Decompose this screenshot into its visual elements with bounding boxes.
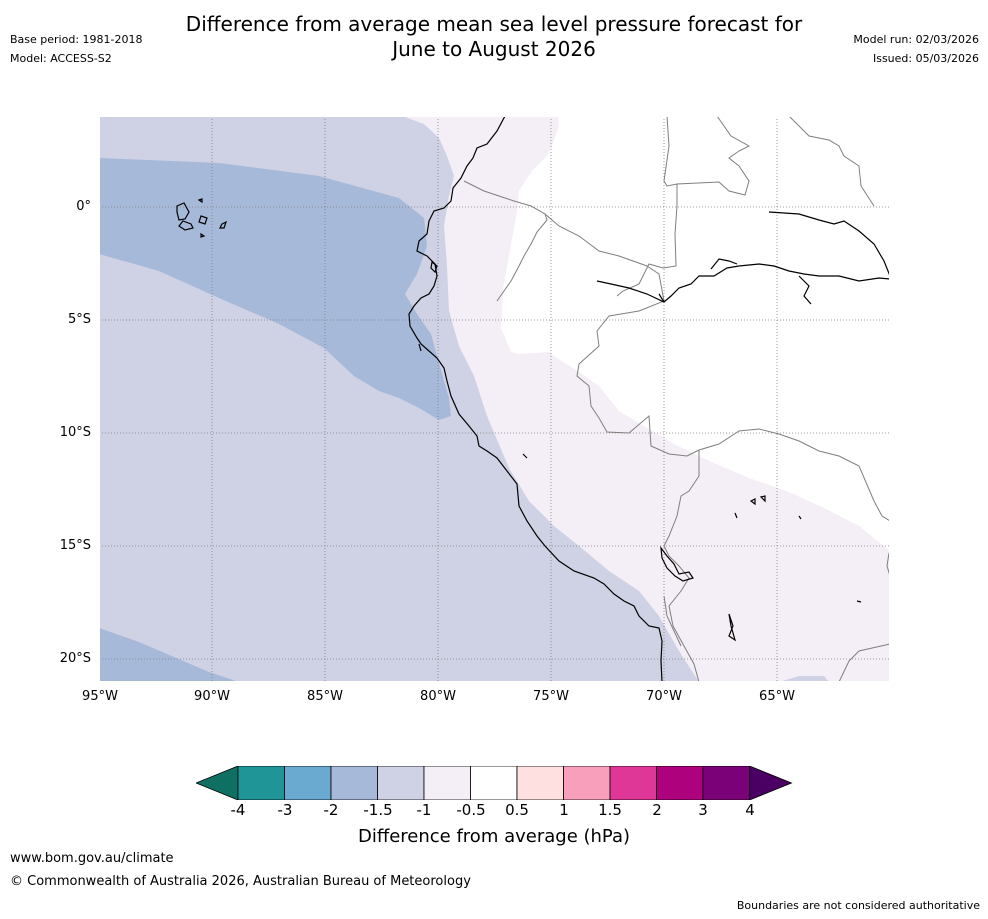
colorbar-swatch: [377, 766, 425, 800]
lake-poopo: [728, 613, 737, 642]
coastline-pacific-south-america: [408, 116, 663, 682]
map-panel: [99, 116, 890, 682]
colorbar-swatch: [470, 766, 518, 800]
cb-tick-label: 0.5: [505, 801, 529, 819]
coastline-amazon-river: [596, 263, 890, 303]
cb-tick-label: -3: [277, 801, 293, 819]
colorbar: [196, 766, 793, 800]
issued-date: Issued: 05/03/2026: [872, 52, 979, 65]
lon-label-95w: 95°W: [82, 689, 118, 704]
colorbar-swatch: [237, 766, 285, 800]
footer-url[interactable]: www.bom.gov.au/climate: [10, 851, 174, 866]
cb-tick-label: 3: [698, 801, 708, 819]
cb-tick-label: 2: [652, 801, 662, 819]
lat-label-10s: 10°S: [59, 425, 91, 440]
map-frame: [99, 116, 890, 682]
footer-copyright: © Commonwealth of Australia 2026, Austra…: [10, 874, 471, 889]
lon-label-70w: 70°W: [646, 689, 682, 704]
border-colombia-venezuela: [616, 116, 678, 297]
cb-tick-label: -2: [323, 801, 339, 819]
title-line-1: Difference from average mean sea level p…: [185, 12, 803, 36]
anomaly-band-minus2-minus1.5-south: [99, 628, 239, 682]
coastline-small-lakes: [522, 453, 862, 603]
colorbar-swatch: [423, 766, 471, 800]
base-period: Base period: 1981-2018: [10, 33, 143, 46]
colorbar-swatch: [702, 766, 750, 800]
lat-label-15s: 15°S: [59, 538, 91, 553]
lon-label-90w: 90°W: [194, 689, 230, 704]
meta-left: Base period: 1981-2018 Model: ACCESS-S2: [10, 30, 142, 68]
anomaly-band-minus2-minus1.5-north: [99, 158, 451, 420]
coastline-amazon-river-north: [658, 258, 812, 305]
title-line-2: June to August 2026: [392, 37, 596, 61]
border-venezuela-brazil: [676, 116, 751, 196]
chart-title: Difference from average mean sea level p…: [0, 12, 988, 62]
cb-tick-label: -4: [230, 801, 246, 819]
colorbar-swatch: [609, 766, 657, 800]
meta-right: Model run: 02/03/2026 Issued: 05/03/2026: [853, 30, 979, 68]
footer-note: Boundaries are not considered authoritat…: [736, 899, 980, 912]
lon-label-80w: 80°W: [420, 689, 456, 704]
lon-label-75w: 75°W: [533, 689, 569, 704]
anomaly-band-minus0.5-plus0.5: [501, 116, 890, 551]
border-bolivia-paraguay: [838, 643, 890, 682]
lat-label-5s: 5°S: [67, 312, 91, 327]
colorbar-extend-low: [196, 766, 239, 800]
colorbar-swatch: [516, 766, 564, 800]
coastline-amazon-upper: [768, 211, 890, 277]
border-colombia-peru-brazil: [544, 213, 890, 522]
colorbar-swatch: [656, 766, 704, 800]
gridlines: [99, 116, 890, 682]
coastlines: [176, 116, 890, 682]
gulf-of-guayaquil-islands: [418, 260, 438, 352]
lake-titicaca: [660, 545, 694, 582]
border-ecuador-peru: [496, 243, 532, 302]
colorbar-swatch: [563, 766, 611, 800]
cb-tick-label: 1: [559, 801, 569, 819]
cb-tick-label: -1.5: [363, 801, 393, 819]
border-bolivia-chile: [663, 595, 682, 647]
cb-tick-label: 4: [745, 801, 755, 819]
model-run: Model run: 02/03/2026: [853, 33, 979, 46]
colorbar-label: Difference from average (hPa): [357, 826, 631, 847]
colorbar-swatch: [330, 766, 378, 800]
cb-tick-label: 1.5: [598, 801, 622, 819]
galapagos-islands: [176, 198, 228, 238]
colorbar-extend-high: [749, 766, 793, 800]
cb-tick-label: -0.5: [456, 801, 486, 819]
cb-tick-label: -1: [416, 801, 432, 819]
border-guyana: [788, 116, 875, 207]
lat-label-20s: 20°S: [59, 651, 91, 666]
lon-label-65w: 65°W: [759, 689, 795, 704]
colorbar-swatch: [284, 766, 332, 800]
lon-label-85w: 85°W: [307, 689, 343, 704]
lat-label-0: 0°: [76, 199, 91, 214]
model-name: Model: ACCESS-S2: [10, 52, 112, 65]
border-peru-bolivia: [663, 450, 700, 682]
border-colombia-ecuador: [463, 180, 548, 245]
country-borders: [463, 116, 890, 682]
